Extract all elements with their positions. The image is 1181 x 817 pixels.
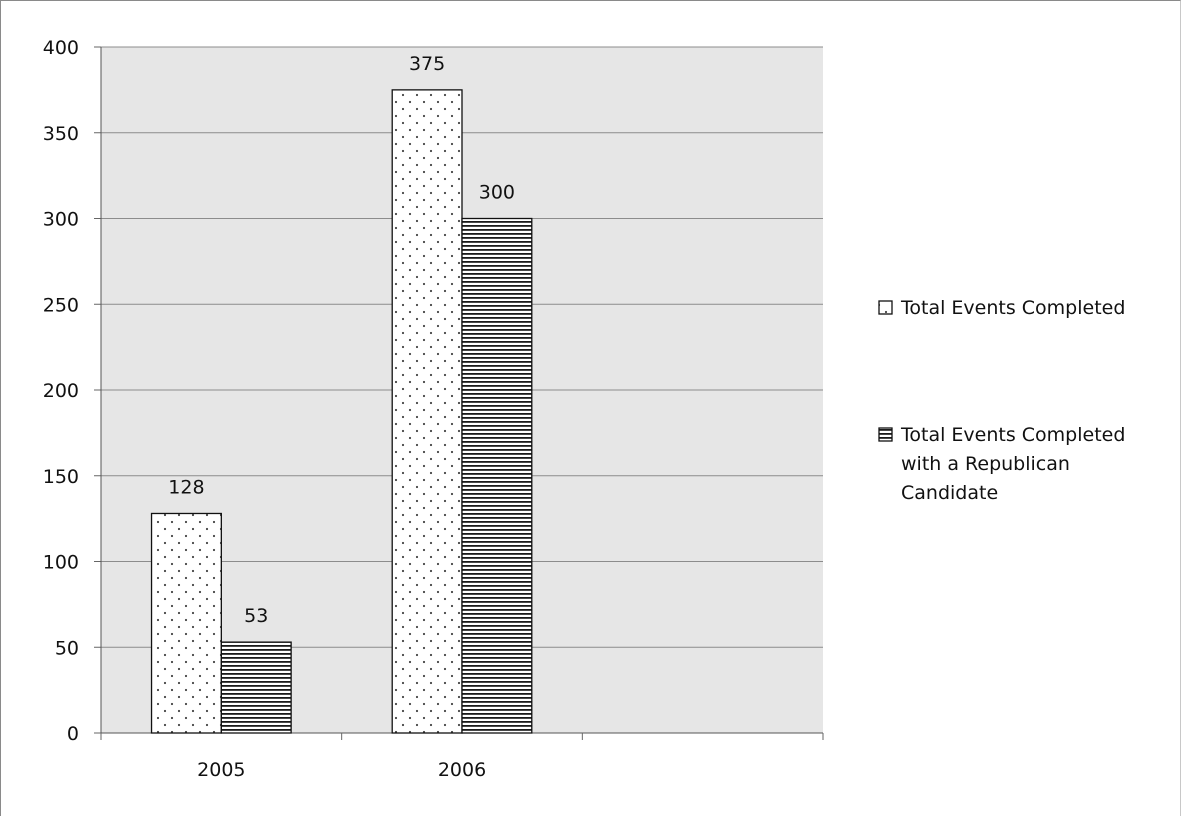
y-tick-label: 100 [43,552,79,574]
legend-entry-total-events: Total Events Completed [878,297,1125,319]
y-tick-label: 300 [43,209,79,231]
legend-label: with a Republican [901,453,1070,475]
y-tick-label: 400 [43,37,79,59]
y-tick-label: 350 [43,123,79,145]
bar-republican-events-2006 [461,217,533,734]
y-tick-label: 200 [43,380,79,402]
y-tick-label: 150 [43,466,79,488]
data-label: 53 [244,605,268,627]
data-label: 300 [479,182,515,204]
y-tick-label: 0 [67,723,79,745]
legend-entry-republican-events: Total Events Completed with a Republican C… [878,424,1125,504]
legend-label: Candidate [901,482,998,504]
legend-swatch [878,427,893,442]
y-tick-label: 50 [55,637,79,659]
bars [150,89,533,734]
bar-total-events-2006 [391,89,463,734]
data-labels: 128 53 375 300 [168,53,515,627]
legend-label: Total Events Completed [900,424,1125,446]
data-label: 375 [409,53,445,75]
bar-total-events-2005 [150,512,222,734]
legend-swatch [878,300,893,315]
x-tick-label: 2006 [438,759,486,781]
legend-label: Total Events Completed [900,297,1125,319]
data-label: 128 [168,476,204,498]
y-tick-label: 250 [43,294,79,316]
x-tick-label: 2005 [197,759,245,781]
bar-republican-events-2005 [220,641,292,734]
